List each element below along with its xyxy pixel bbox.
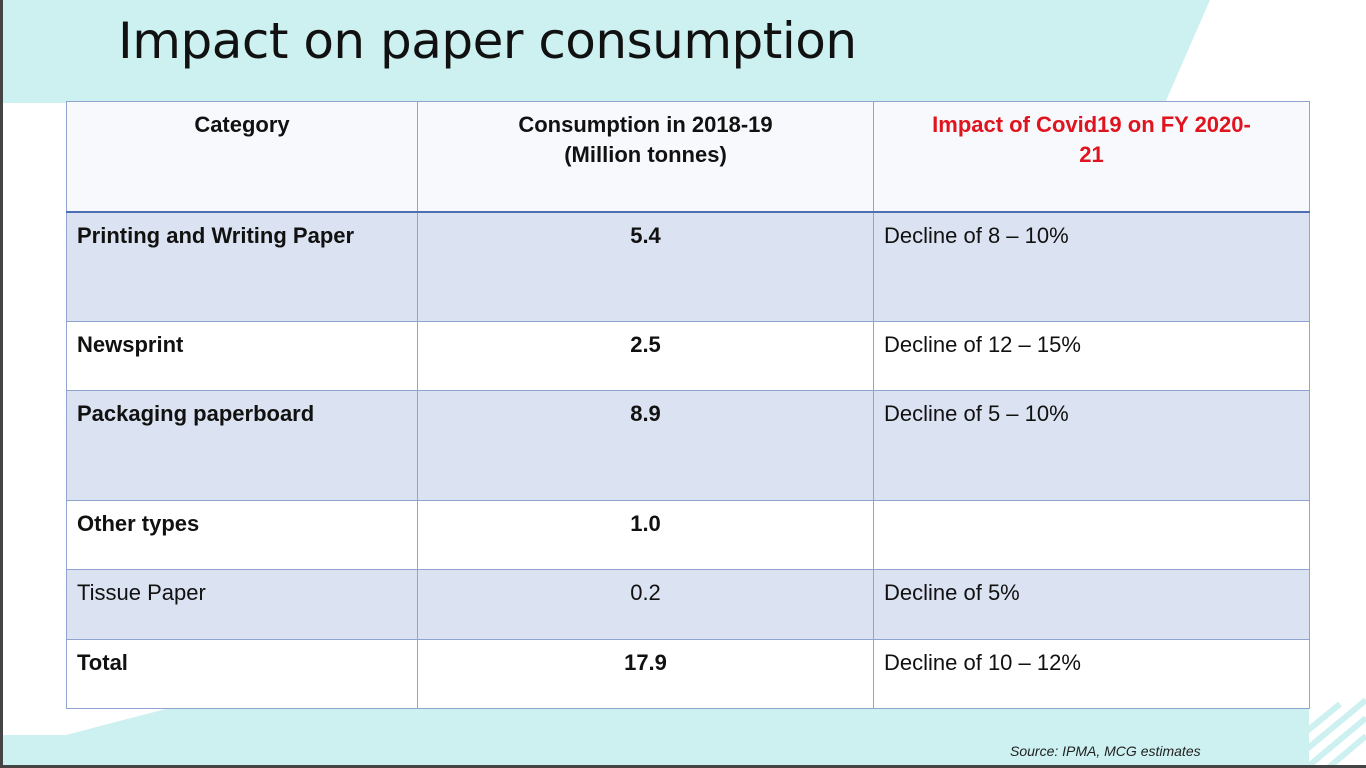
header-category: Category (66, 101, 418, 213)
table-header-row: Category Consumption in 2018-19 (Million… (66, 101, 1310, 213)
impact-cell: Decline of 10 – 12% (873, 638, 1310, 709)
header-impact: Impact of Covid19 on FY 2020- 21 (873, 101, 1310, 213)
category-cell: Other types (66, 499, 418, 570)
category-cell: Printing and Writing Paper (66, 211, 418, 322)
category-cell: Total (66, 638, 418, 709)
table-row: Packaging paperboard 8.9 Decline of 5 – … (66, 389, 1310, 501)
table-row: Other types 1.0 (66, 499, 1310, 570)
slide-title: Impact on paper consumption (118, 12, 857, 70)
impact-cell: Decline of 5% (873, 568, 1310, 640)
consumption-cell: 5.4 (417, 211, 874, 322)
category-cell: Packaging paperboard (66, 389, 418, 501)
source-note: Source: IPMA, MCG estimates (1010, 743, 1201, 759)
table-row: Printing and Writing Paper 5.4 Decline o… (66, 211, 1310, 322)
consumption-cell: 0.2 (417, 568, 874, 640)
consumption-cell: 17.9 (417, 638, 874, 709)
consumption-table: Category Consumption in 2018-19 (Million… (66, 101, 1310, 709)
header-consumption: Consumption in 2018-19 (Million tonnes) (417, 101, 874, 213)
impact-cell (873, 499, 1310, 570)
consumption-cell: 1.0 (417, 499, 874, 570)
slide-left-border (0, 0, 3, 768)
category-cell: Tissue Paper (66, 568, 418, 640)
table-row: Total 17.9 Decline of 10 – 12% (66, 638, 1310, 709)
category-cell: Newsprint (66, 320, 418, 391)
impact-cell: Decline of 12 – 15% (873, 320, 1310, 391)
table-row: Newsprint 2.5 Decline of 12 – 15% (66, 320, 1310, 391)
consumption-cell: 2.5 (417, 320, 874, 391)
table-row: Tissue Paper 0.2 Decline of 5% (66, 568, 1310, 640)
impact-cell: Decline of 5 – 10% (873, 389, 1310, 501)
slide-bottom-border (0, 765, 1366, 768)
consumption-cell: 8.9 (417, 389, 874, 501)
impact-cell: Decline of 8 – 10% (873, 211, 1310, 322)
